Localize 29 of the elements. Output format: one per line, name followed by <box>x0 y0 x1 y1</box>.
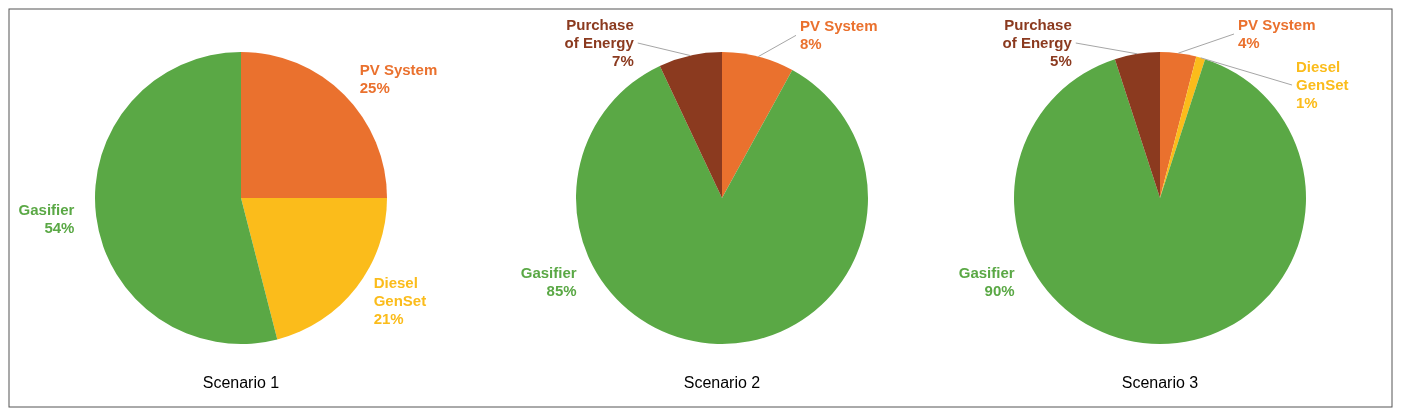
pie-slice <box>722 52 793 198</box>
pie-slice <box>1114 52 1160 198</box>
data-label: 21% <box>373 309 404 327</box>
pie-slice <box>95 52 278 344</box>
data-label: 1% <box>1295 94 1318 111</box>
pie-slice <box>1160 52 1197 198</box>
data-label: 8% <box>800 35 822 53</box>
data-label: 7% <box>612 52 634 69</box>
slice-label: Gasifier <box>18 201 75 219</box>
data-label: 25% <box>359 79 390 97</box>
data-label: 90% <box>984 281 1015 299</box>
text: Scenario 1 <box>202 374 280 391</box>
slice-label: PV System <box>1238 16 1316 33</box>
pie-slice <box>659 52 722 198</box>
slice-label: Diesel GenSet <box>373 273 427 309</box>
data-label: 5% <box>1050 52 1072 69</box>
data-label: 4% <box>1238 34 1260 51</box>
slice-label: Purchase of Energy <box>564 16 635 51</box>
slice-label: PV System <box>359 61 438 79</box>
slice-label: PV System <box>800 17 878 35</box>
pie-slice <box>576 65 868 344</box>
slice-label: Purchase of Energy <box>1002 16 1073 51</box>
slice-label: Diesel GenSet <box>1295 58 1349 93</box>
text: Scenario 3 <box>1121 374 1199 391</box>
text: Scenario 2 <box>683 374 761 391</box>
slice-label: Gasifier <box>958 263 1015 281</box>
slice-label: Gasifier <box>520 263 577 281</box>
data-label: 54% <box>44 219 75 237</box>
data-label: 85% <box>546 281 577 299</box>
